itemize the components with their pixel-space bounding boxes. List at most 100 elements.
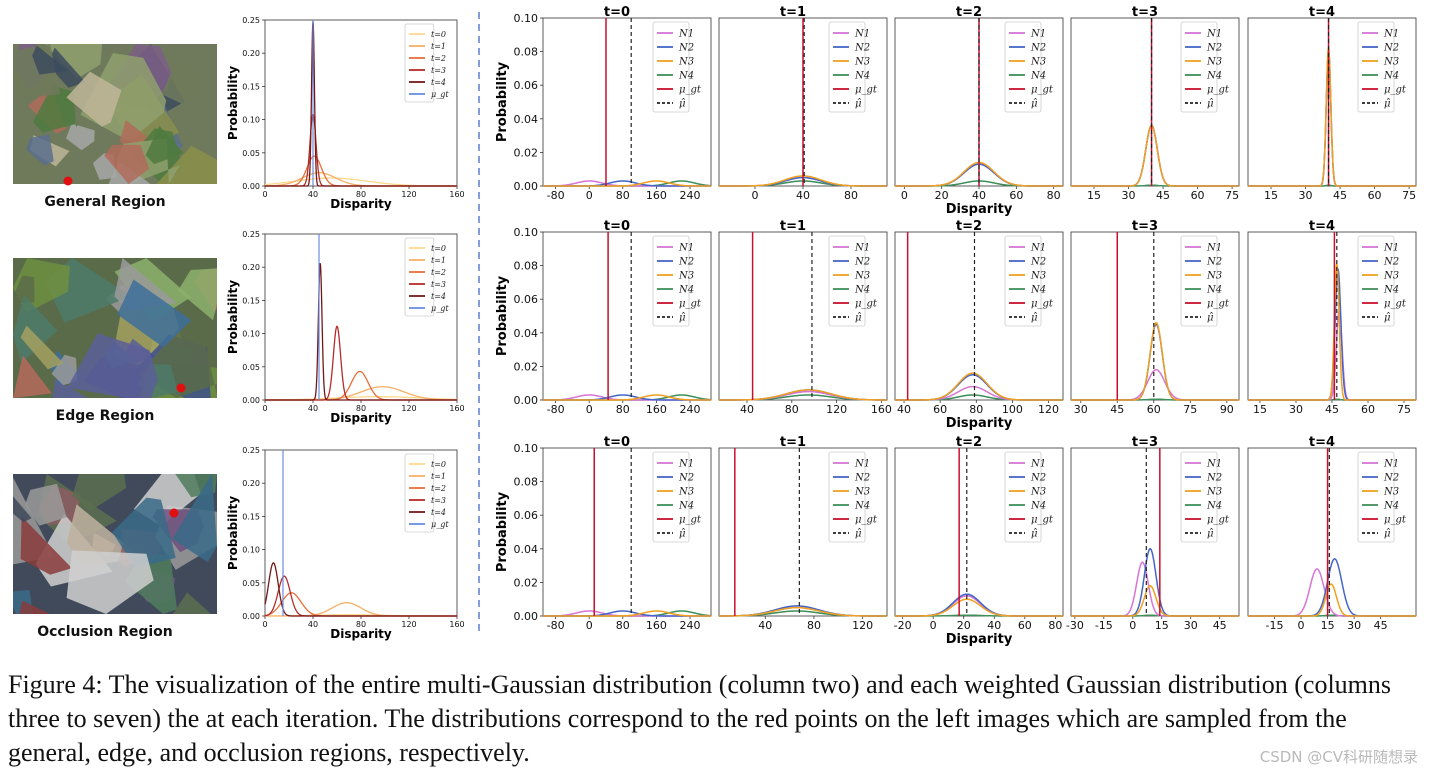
overall-legend-label: t=2	[431, 54, 446, 63]
y-tick-label: 0.00	[514, 394, 539, 407]
y-tick-label: 0.10	[514, 12, 539, 25]
overall-legend-label: t=2	[431, 484, 446, 493]
panel-t=2: t=2 -20 0 20 40 60 80 Disparity N1 N2 N3 N4 μ_gt μ̂	[894, 435, 1064, 647]
overall-legend-label: t=4	[431, 292, 446, 301]
panel-legend-label: N4	[1030, 285, 1046, 296]
y-tick-label: 0.10	[514, 226, 539, 239]
y-tick-label: 0.20	[242, 263, 260, 272]
scene-patch	[66, 71, 122, 127]
x-tick-label: 30	[1299, 189, 1313, 202]
panel-legend-label: N1	[678, 459, 694, 470]
x-tick-label: 100	[1002, 403, 1023, 416]
panel-legend-label: μ̂	[1207, 313, 1214, 324]
x-tick-label: 45	[1110, 403, 1124, 416]
panel-legend-label: N3	[678, 487, 694, 498]
panel-legend-label: N3	[854, 57, 870, 68]
panel-legend-label: N4	[854, 285, 870, 296]
panel-legend-label: μ̂	[679, 529, 686, 540]
x-tick-label: 120	[401, 190, 416, 199]
x-tick-label: 40	[758, 619, 772, 632]
panel-legend-label: μ_gt	[1031, 515, 1054, 526]
panel-legend-label: N2	[1030, 43, 1046, 54]
x-tick-label: 0	[586, 189, 593, 202]
y-tick-label: 0.06	[514, 79, 539, 92]
panel-title: t=2	[956, 435, 982, 450]
panel-legend-label: N3	[678, 57, 694, 68]
component-N3	[1071, 321, 1239, 401]
component-N3	[1071, 585, 1239, 617]
scene-image	[13, 258, 217, 398]
overall-legend-label: t=1	[431, 472, 446, 481]
panel-legend-label: N3	[854, 271, 870, 282]
x-tick-label: 0	[262, 620, 267, 629]
y-tick-label: 0.25	[242, 230, 260, 239]
panel-legend-label: μ̂	[1031, 313, 1038, 324]
panel-legend-label: μ_gt	[1384, 515, 1407, 526]
x-tick-label: 80	[356, 190, 366, 199]
component-N3	[1248, 46, 1416, 187]
overall-legend-box	[404, 23, 435, 103]
panel-legend-label: N2	[1030, 257, 1046, 268]
overall-legend-label: t=1	[431, 256, 446, 265]
panel-legend-label: μ_gt	[1207, 299, 1230, 310]
x-tick-label: 40	[308, 404, 318, 413]
panel-legend-label: N1	[1383, 243, 1399, 254]
y-tick-label: 0.06	[514, 509, 539, 522]
scene-patch	[72, 474, 127, 512]
y-axis-label: Probability	[226, 66, 240, 140]
panel-title: t=1	[780, 435, 806, 450]
panel-title: t=4	[1309, 435, 1335, 450]
panel-legend-label: μ̂	[1384, 99, 1391, 110]
x-tick-label: 45	[1374, 619, 1388, 632]
panel-t=1: t=1 40 80 120 160 N1 N2 N3 N4 μ_gt μ̂	[718, 219, 892, 416]
y-tick-label: 0.20	[242, 479, 260, 488]
panel-legend-label: N3	[1030, 57, 1046, 68]
x-tick-label: -30	[1066, 619, 1084, 632]
watermark: CSDN @CV科研随想录	[1259, 748, 1418, 766]
panel-legend-label: μ̂	[679, 99, 686, 110]
x-axis-label: Disparity	[330, 411, 392, 425]
y-tick-label: 0.05	[242, 363, 260, 372]
x-tick-label: 80	[807, 619, 821, 632]
x-tick-label: -20	[894, 619, 912, 632]
panel-t=0: t=0 0.00 0.02 0.04 0.06 0.08 0.10 Probability -8…	[495, 219, 712, 416]
x-tick-label: 80	[844, 189, 858, 202]
y-tick-label: 0.10	[242, 330, 260, 339]
panel-legend-label: N4	[678, 71, 694, 82]
x-axis-label: Disparity	[946, 632, 1013, 647]
x-tick-label: 80	[356, 404, 366, 413]
panel-title: t=3	[1132, 219, 1158, 234]
panel-legend-label: μ_gt	[1031, 299, 1054, 310]
scene-patch	[25, 134, 54, 166]
sample-point	[176, 383, 186, 393]
y-tick-label: 0.20	[242, 49, 260, 58]
panel-legend-label: N3	[1383, 57, 1399, 68]
panel-legend-label: N2	[854, 257, 870, 268]
sample-point	[169, 508, 179, 518]
y-tick-label: 0.10	[514, 442, 539, 455]
panel-title: t=0	[604, 219, 630, 234]
x-tick-label: -15	[1266, 619, 1284, 632]
x-axis-label: Disparity	[946, 416, 1013, 431]
x-tick-label: 0	[901, 189, 908, 202]
scene-patch	[172, 592, 211, 614]
panel-legend-label: μ_gt	[855, 515, 878, 526]
y-tick-label: 0.02	[514, 576, 539, 589]
scene-image	[13, 44, 217, 186]
y-tick-label: 0.05	[242, 579, 260, 588]
x-tick-label: -80	[547, 619, 565, 632]
panel-legend-label: N2	[1206, 473, 1222, 484]
panel-legend-label: N1	[1206, 459, 1222, 470]
overall-legend-label: t=4	[431, 78, 446, 87]
x-tick-label: 75	[1397, 403, 1411, 416]
panel-title: t=3	[1132, 435, 1158, 450]
y-tick-label: 0.04	[514, 113, 539, 126]
panel-legend-label: N2	[1383, 473, 1399, 484]
x-tick-label: -80	[547, 189, 565, 202]
panel-legend-label: μ_gt	[679, 85, 702, 96]
panel-legend-label: μ̂	[679, 313, 686, 324]
y-tick-label: 0.04	[514, 543, 539, 556]
y-tick-label: 0.15	[242, 296, 260, 305]
x-tick-label: 160	[646, 403, 667, 416]
x-tick-label: 30	[1122, 189, 1136, 202]
